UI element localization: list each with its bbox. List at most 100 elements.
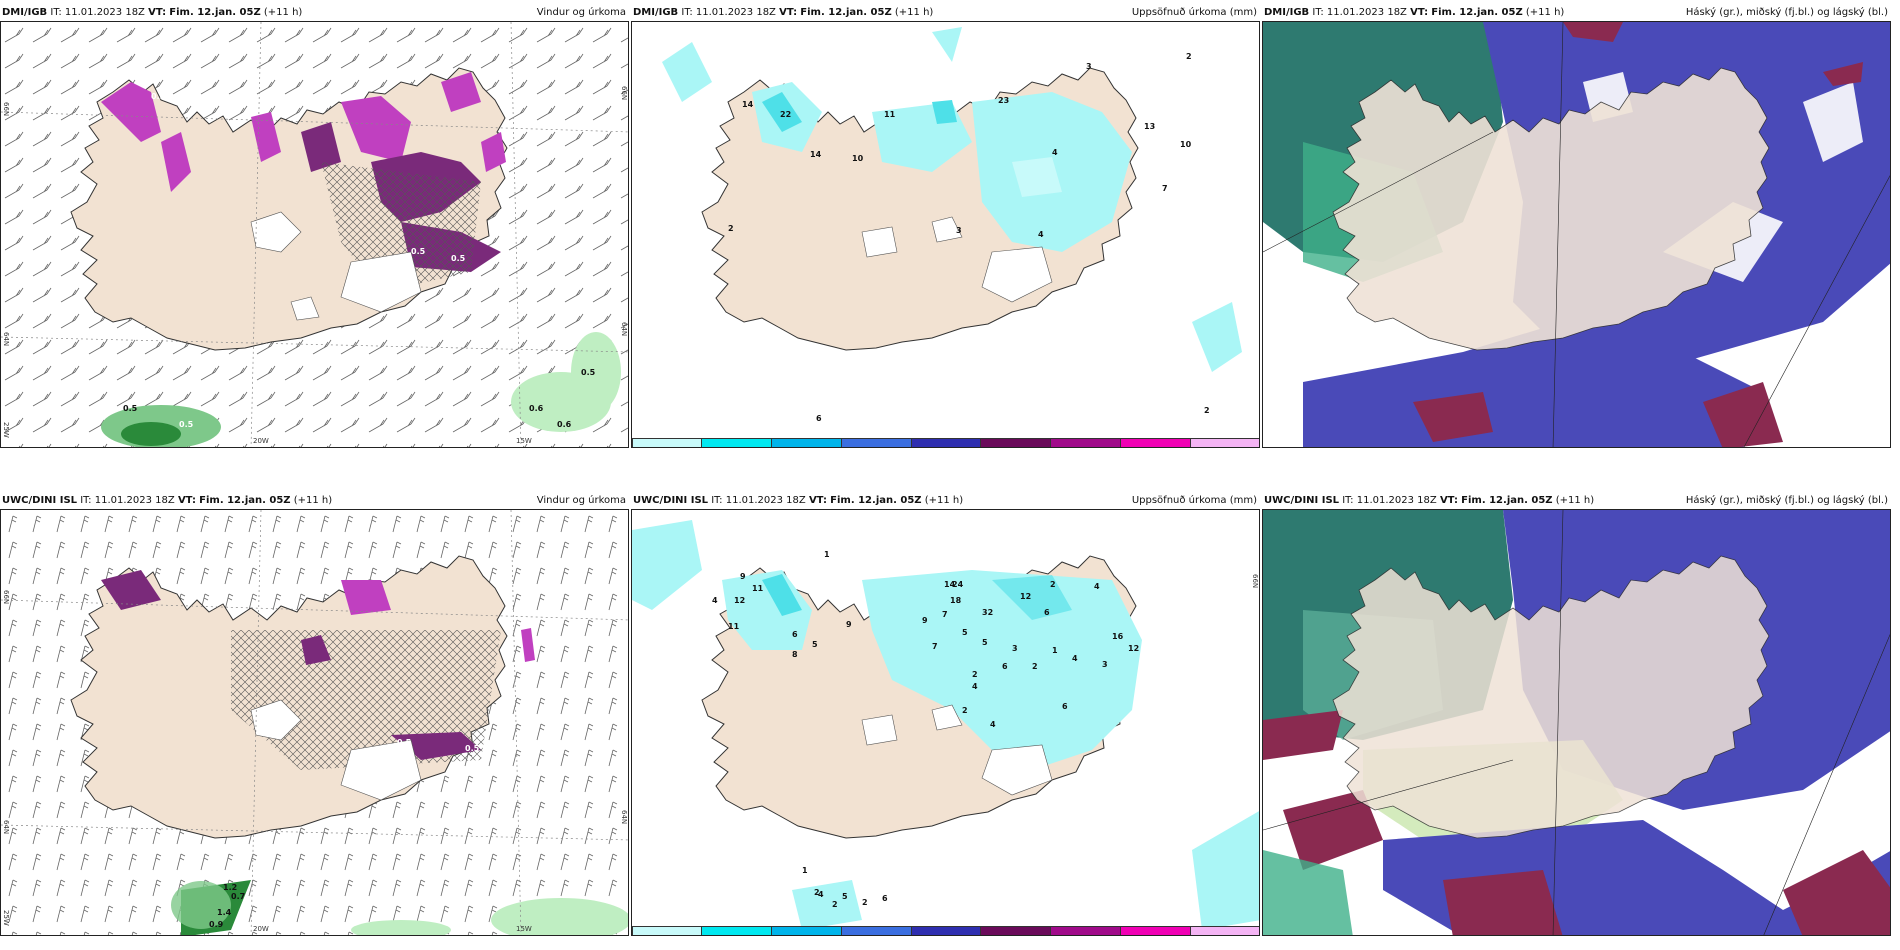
model-source: UWC/DINI ISL	[1264, 495, 1340, 506]
panel-uwc-accum-precip: UWC/DINI ISL IT: 11.01.2023 18Z VT: Fim.…	[631, 492, 1260, 942]
green-rain	[101, 332, 621, 447]
precip-value: 4	[1052, 148, 1058, 157]
colorbar-segment	[1191, 438, 1259, 447]
precip-value: 2	[962, 706, 968, 715]
precip-value: 2	[814, 888, 820, 897]
lon-label: 20W	[253, 437, 269, 445]
precip-value: 2	[972, 670, 978, 679]
precip-value: 2	[728, 224, 734, 233]
lead-time: (+11 h)	[263, 7, 303, 18]
precip-value: 0.6	[529, 404, 544, 413]
colorbar-segment	[771, 438, 842, 447]
it-label: IT:	[1312, 7, 1324, 18]
graticule	[1263, 510, 1890, 935]
lead-time: (+11 h)	[1555, 495, 1595, 506]
panel-title: Háský (gr.), miðský (fj.bl.) og lágský (…	[1685, 7, 1888, 18]
lon-label: 15W	[516, 437, 532, 445]
precip-value: 4	[1072, 654, 1078, 663]
precip-value: 12	[1020, 592, 1032, 601]
colorbar-frame	[632, 438, 1259, 447]
precip-value: 32	[982, 608, 994, 617]
precip-value: 0.5	[123, 404, 138, 413]
cloud-map	[1263, 22, 1890, 447]
colorbar-segment	[1051, 438, 1122, 447]
colorbar-segment	[1191, 926, 1259, 935]
panel-title: Uppsöfnuð úrkoma (mm)	[1131, 495, 1257, 506]
precip-value: 0.5	[581, 368, 596, 377]
precip-value: 1	[802, 866, 808, 875]
precip-value: 24	[952, 580, 964, 589]
model-source: DMI/IGB	[633, 7, 679, 18]
init-time: 11.01.2023 18Z	[695, 7, 776, 18]
precip-areas	[752, 82, 1132, 252]
precip-value: 12	[1128, 644, 1140, 653]
init-time: 11.01.2023 18Z	[1326, 7, 1407, 18]
precip-offshore	[632, 520, 1259, 930]
map-area[interactable]	[1262, 21, 1891, 448]
vt-label: VT:	[1410, 7, 1429, 18]
precip-value: 6	[1062, 702, 1068, 711]
precip-value: 2	[832, 900, 838, 909]
precip-value: 1.4	[217, 908, 232, 917]
lead-time: (+11 h)	[1525, 7, 1565, 18]
precip-value: 5	[842, 892, 848, 901]
precip-value: 4	[818, 890, 824, 899]
precip-colorbar: 110255075100150200400	[632, 926, 1259, 935]
colorbar-segment	[701, 438, 772, 447]
precip-value: 1	[824, 550, 830, 559]
map-area[interactable]: 3 2 14 22 11 23 10 14 4 13 10 7 4 3 2 6 …	[631, 21, 1260, 448]
precip-value: 3	[956, 226, 962, 235]
lon-label: 25W	[2, 910, 10, 926]
lon-label: 20W	[253, 925, 269, 933]
model-source: UWC/DINI ISL	[2, 495, 78, 506]
precip-value: 5	[962, 628, 968, 637]
model-source: DMI/IGB	[1264, 7, 1310, 18]
valid-time: Fim. 12.jan. 05Z	[199, 495, 291, 506]
colorbar-segment	[632, 926, 702, 935]
map-area[interactable]	[1262, 509, 1891, 936]
precip-value: 4	[990, 720, 996, 729]
precip-value: 10	[1180, 140, 1192, 149]
valid-time: Fim. 12.jan. 05Z	[1461, 495, 1553, 506]
panel-header: DMI/IGB IT: 11.01.2023 18Z VT: Fim. 12.j…	[0, 4, 629, 22]
precip-value: 6	[1044, 608, 1050, 617]
lead-time: (+11 h)	[293, 495, 333, 506]
valid-time: Fim. 12.jan. 05Z	[800, 7, 892, 18]
it-label: IT:	[80, 495, 92, 506]
lat-label: 64N	[2, 332, 10, 347]
precip-value: 7	[942, 610, 948, 619]
map-area[interactable]: 66N 64N 64N 25W 20W 15W 1.2 0.7 1.4 0.9 …	[0, 509, 629, 936]
precip-value: 6	[816, 414, 822, 423]
vt-label: VT:	[1439, 495, 1458, 506]
precip-value: 0.5	[451, 254, 466, 263]
panel-header: UWC/DINI ISL IT: 11.01.2023 18Z VT: Fim.…	[631, 492, 1260, 510]
panel-dmi-wind-precip: DMI/IGB IT: 11.01.2023 18Z VT: Fim. 12.j…	[0, 4, 629, 454]
precip-value: 9	[740, 572, 746, 581]
precip-value: 23	[998, 96, 1010, 105]
precip-value: 11	[884, 110, 896, 119]
precip-value: 5	[812, 640, 818, 649]
lat-label: 64N	[620, 322, 628, 337]
map-area[interactable]: 66N 64N 64N 66N 25W 20W 15W 0.5 0.5 0.6 …	[0, 21, 629, 448]
valid-time: Fim. 12.jan. 05Z	[830, 495, 922, 506]
map-area[interactable]: 1 9 11 12 4 11 14 18 24 32 12 6 2 4 16 12 9 6 5 8 7 9 5 7 5 3 1 6 2 4…	[631, 509, 1260, 936]
white-glaciers	[861, 704, 1053, 796]
precip-value: 16	[1112, 632, 1124, 641]
precip-value: 14	[944, 580, 956, 589]
accum-precip-map	[662, 27, 1242, 372]
panel-title: Vindur og úrkoma	[536, 7, 626, 18]
precip-value: 10	[852, 154, 864, 163]
precip-value: 2	[1050, 580, 1056, 589]
precip-value: 11	[752, 584, 764, 593]
precip-value: 0.5	[465, 744, 480, 753]
snow-hatch	[321, 162, 481, 292]
precip-value: 22	[780, 110, 792, 119]
panel-uwc-wind-precip: UWC/DINI ISL IT: 11.01.2023 18Z VT: Fim.…	[0, 492, 629, 942]
vt-label: VT:	[808, 495, 827, 506]
precip-value: 5	[982, 638, 988, 647]
vt-label: VT:	[148, 7, 167, 18]
valid-time: Fim. 12.jan. 05Z	[169, 7, 261, 18]
lead-time: (+11 h)	[894, 7, 934, 18]
white-glaciers	[250, 699, 422, 801]
precip-value: 9	[922, 616, 928, 625]
